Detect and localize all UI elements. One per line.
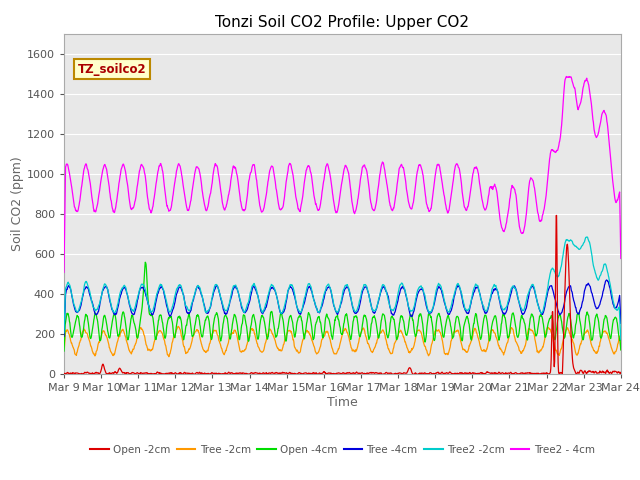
Title: Tonzi Soil CO2 Profile: Upper CO2: Tonzi Soil CO2 Profile: Upper CO2 bbox=[216, 15, 469, 30]
Legend: Open -2cm, Tree -2cm, Open -4cm, Tree -4cm, Tree2 -2cm, Tree2 - 4cm: Open -2cm, Tree -2cm, Open -4cm, Tree -4… bbox=[86, 441, 599, 459]
Text: TZ_soilco2: TZ_soilco2 bbox=[78, 62, 147, 75]
Y-axis label: Soil CO2 (ppm): Soil CO2 (ppm) bbox=[11, 156, 24, 252]
X-axis label: Time: Time bbox=[327, 396, 358, 409]
